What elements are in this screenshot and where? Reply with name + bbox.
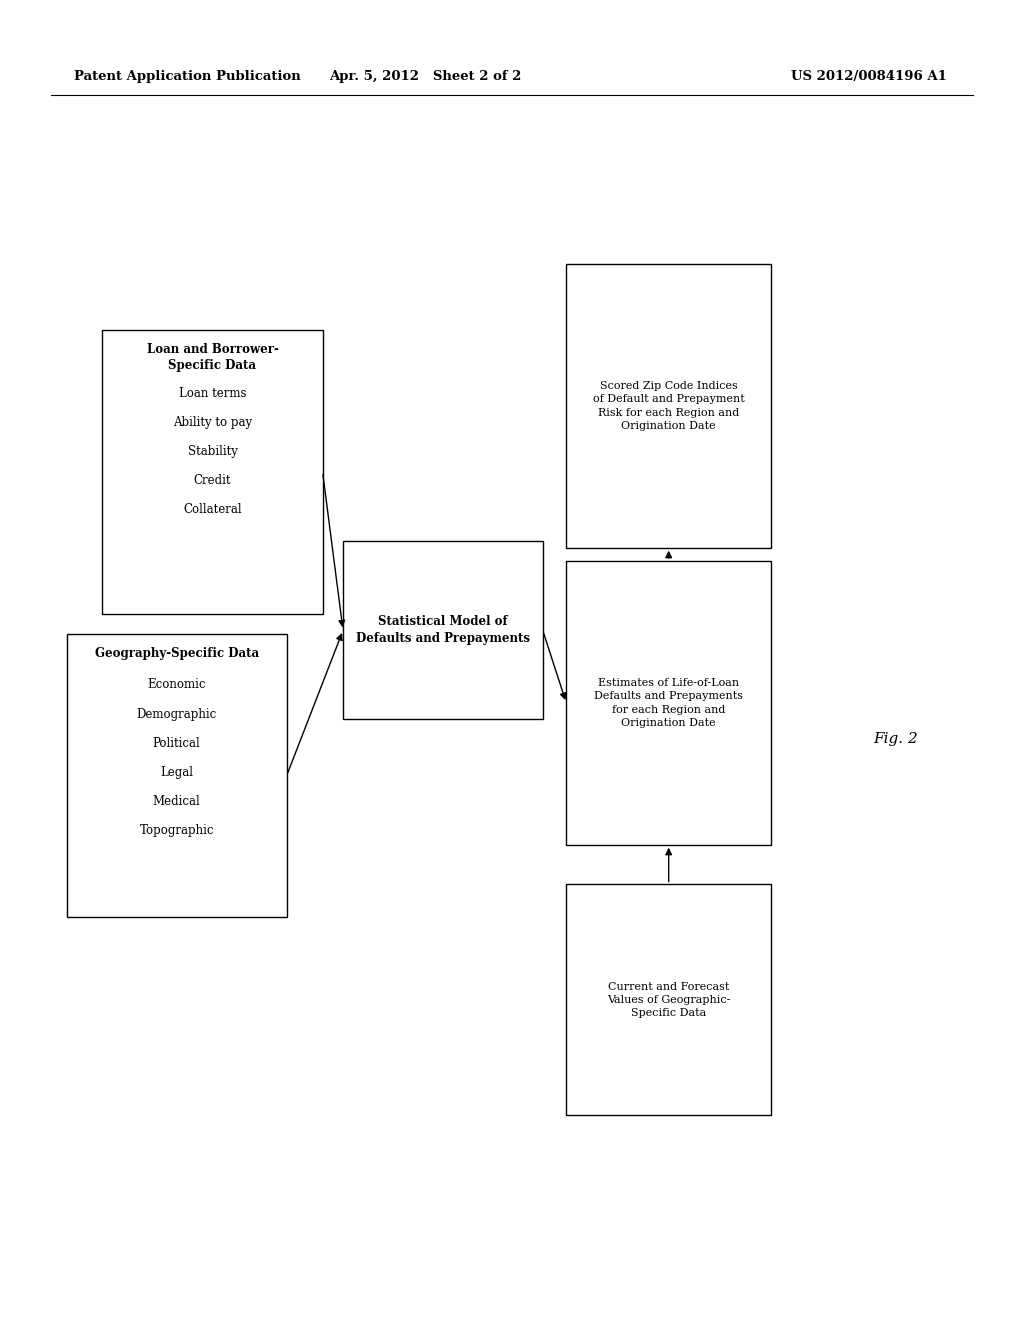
Text: Political: Political (153, 737, 201, 750)
Text: Geography-Specific Data: Geography-Specific Data (94, 647, 259, 660)
Text: US 2012/0084196 A1: US 2012/0084196 A1 (792, 70, 947, 83)
Text: Demographic: Demographic (136, 708, 217, 721)
Text: Estimates of Life-of-Loan
Defaults and Prepayments
for each Region and
Originati: Estimates of Life-of-Loan Defaults and P… (594, 678, 743, 727)
Text: Economic: Economic (147, 678, 206, 692)
Text: Legal: Legal (160, 766, 194, 779)
Bar (566, 264, 771, 548)
Text: Collateral: Collateral (183, 503, 242, 516)
Text: Current and Forecast
Values of Geographic-
Specific Data: Current and Forecast Values of Geographi… (607, 982, 730, 1018)
Bar (102, 330, 323, 614)
Bar (566, 561, 771, 845)
Text: Medical: Medical (153, 795, 201, 808)
Text: Loan and Borrower-
Specific Data: Loan and Borrower- Specific Data (146, 343, 279, 372)
Text: Patent Application Publication: Patent Application Publication (74, 70, 300, 83)
Text: Statistical Model of
Defaults and Prepayments: Statistical Model of Defaults and Prepay… (356, 615, 529, 645)
Bar (67, 634, 287, 917)
Text: Ability to pay: Ability to pay (173, 416, 252, 429)
Text: Apr. 5, 2012   Sheet 2 of 2: Apr. 5, 2012 Sheet 2 of 2 (329, 70, 521, 83)
Text: Scored Zip Code Indices
of Default and Prepayment
Risk for each Region and
Origi: Scored Zip Code Indices of Default and P… (593, 381, 744, 430)
Text: Stability: Stability (187, 445, 238, 458)
Text: Loan terms: Loan terms (179, 387, 246, 400)
Bar (566, 884, 771, 1115)
Text: Credit: Credit (194, 474, 231, 487)
Bar (343, 541, 543, 719)
Text: Topographic: Topographic (139, 824, 214, 837)
Text: Fig. 2: Fig. 2 (873, 733, 919, 746)
